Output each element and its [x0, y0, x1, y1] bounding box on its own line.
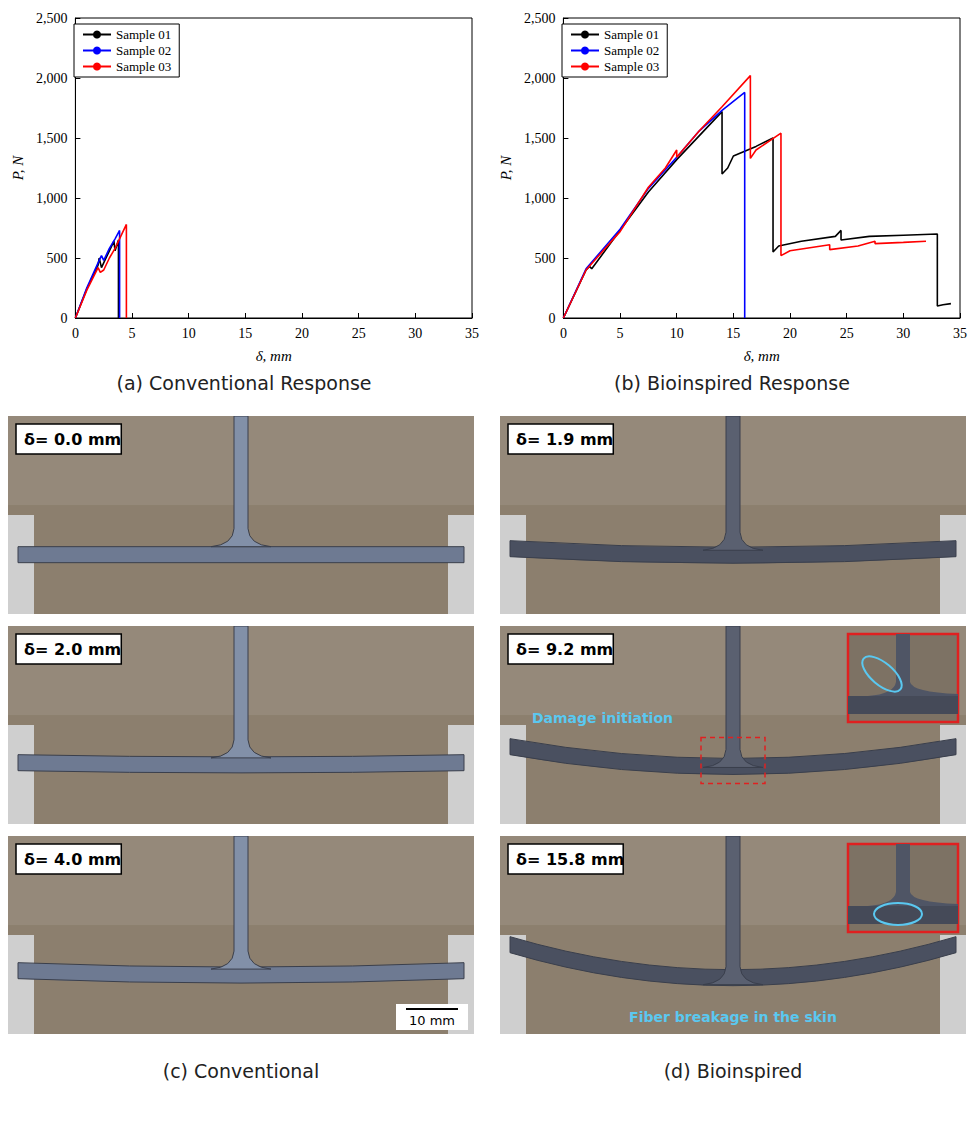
svg-text:25: 25 — [352, 326, 366, 341]
svg-text:5: 5 — [617, 326, 624, 341]
svg-text:P, N: P, N — [10, 155, 26, 182]
svg-text:25: 25 — [840, 326, 854, 341]
svg-text:2,500: 2,500 — [36, 11, 68, 26]
svg-text:1,000: 1,000 — [524, 191, 556, 206]
svg-text:Sample 02: Sample 02 — [116, 43, 171, 58]
svg-text:Sample 02: Sample 02 — [604, 43, 659, 58]
svg-text:δ= 0.0 mm: δ= 0.0 mm — [24, 430, 121, 449]
svg-text:10 mm: 10 mm — [409, 1013, 455, 1028]
svg-text:0: 0 — [548, 311, 555, 326]
svg-text:30: 30 — [896, 326, 910, 341]
svg-text:Damage initiation: Damage initiation — [532, 710, 673, 726]
svg-text:δ= 2.0 mm: δ= 2.0 mm — [24, 640, 121, 659]
svg-text:5: 5 — [129, 326, 136, 341]
svg-text:δ= 1.9 mm: δ= 1.9 mm — [516, 430, 613, 449]
svg-text:0: 0 — [560, 326, 567, 341]
html-text:(b) Bioinspired Response: (b) Bioinspired Response — [614, 372, 850, 394]
svg-text:Sample 03: Sample 03 — [116, 59, 171, 74]
svg-text:20: 20 — [295, 326, 309, 341]
svg-text:0: 0 — [72, 326, 79, 341]
svg-text:2,500: 2,500 — [524, 11, 556, 26]
svg-text:20: 20 — [783, 326, 797, 341]
svg-text:1,000: 1,000 — [36, 191, 68, 206]
svg-text:1,500: 1,500 — [36, 131, 68, 146]
svg-text:35: 35 — [465, 326, 479, 341]
svg-text:δ, mm: δ, mm — [744, 348, 780, 364]
svg-text:2,000: 2,000 — [36, 71, 68, 86]
svg-text:15: 15 — [238, 326, 252, 341]
svg-text:500: 500 — [534, 251, 555, 266]
svg-text:35: 35 — [953, 326, 967, 341]
svg-text:Fiber breakage in the skin: Fiber breakage in the skin — [629, 1009, 837, 1025]
svg-text:15: 15 — [726, 326, 740, 341]
svg-text:Sample 01: Sample 01 — [116, 27, 171, 42]
svg-text:10: 10 — [182, 326, 196, 341]
svg-text:1,500: 1,500 — [524, 131, 556, 146]
html-text:(c) Conventional: (c) Conventional — [162, 1060, 320, 1082]
svg-text:δ, mm: δ, mm — [256, 348, 292, 364]
svg-text:Sample 01: Sample 01 — [604, 27, 659, 42]
svg-text:δ= 9.2 mm: δ= 9.2 mm — [516, 640, 613, 659]
html-text:(a) Conventional Response: (a) Conventional Response — [116, 372, 372, 394]
svg-text:10: 10 — [670, 326, 684, 341]
svg-text:30: 30 — [408, 326, 422, 341]
svg-text:500: 500 — [46, 251, 67, 266]
svg-text:2,000: 2,000 — [524, 71, 556, 86]
svg-text:δ= 4.0 mm: δ= 4.0 mm — [24, 850, 121, 869]
svg-text:P, N: P, N — [498, 155, 514, 182]
html-text:(d) Bioinspired: (d) Bioinspired — [663, 1060, 803, 1082]
svg-text:δ= 15.8 mm: δ= 15.8 mm — [516, 850, 624, 869]
svg-text:Sample 03: Sample 03 — [604, 59, 659, 74]
svg-text:0: 0 — [60, 311, 67, 326]
